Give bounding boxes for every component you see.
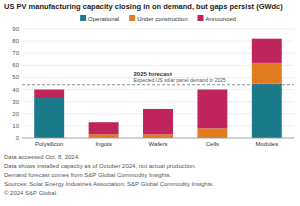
y-tick-label: 80 [12,38,19,44]
bars [34,39,282,138]
y-tick-label: 40 [12,87,19,93]
bar-segment [252,39,282,63]
footnotes: Data accessed Oct. 8, 2024. Data shows in… [4,154,214,196]
reference-label: 2025 forecast [134,71,172,77]
title-line: US PV manufacturing capacity closing in … [4,2,283,11]
bar-segment [197,128,227,138]
y-tick-label: 0 [16,135,20,141]
legend-label: Announced [206,16,236,22]
legend-swatch [198,15,204,21]
y-tick-label: 90 [12,26,19,32]
grid [22,29,294,138]
bar-segment [34,90,64,98]
x-tick-label: Wafers [149,141,168,147]
legend-item: Operational [80,15,119,22]
y-tick-label: 60 [12,62,19,68]
footnote: © 2024 S&P Global. [4,190,58,196]
bar-segment [89,134,119,138]
y-axis: 0 10 20 30 40 50 60 70 80 90 [12,26,19,141]
title: US PV manufacturing capacity closing in … [4,2,283,11]
legend-item: Announced [198,15,236,22]
grid-line [22,29,294,30]
legend-label: Under construction [137,16,187,22]
grid-line [22,138,294,139]
x-axis: Polysilicon Ingots Wafers Cells Modules [35,141,278,147]
reference-line [22,84,294,85]
bar-segment [89,122,119,134]
y-tick-label: 50 [12,74,19,80]
x-tick-label: Ingots [95,141,111,147]
bar-segment [34,98,64,138]
x-tick-label: Polysilicon [35,141,63,147]
legend-swatch [80,15,86,21]
reference-note: Expected US solar panel demand in 2025 [134,77,227,83]
footnote: Data shows installed capacity as of Octo… [4,163,196,169]
x-axis-line [22,138,294,139]
x-tick-label: Cells [206,141,219,147]
legend-swatch [129,15,135,21]
footnote: Demand forecast comes from S&P Global Co… [4,172,172,178]
legend: Operational Under construction Announced [80,15,236,22]
bar-segment [197,90,227,129]
footnote: Sources: Solar Energy Industries Associa… [4,181,214,187]
y-tick-label: 10 [12,123,19,129]
chart: US PV manufacturing capacity closing in … [0,0,300,206]
legend-label: Operational [88,16,119,22]
bar-segment [143,134,173,138]
x-tick-label: Modules [255,141,278,147]
y-tick-label: 30 [12,99,19,105]
bar-segment [252,63,282,84]
bar-segment [252,84,282,139]
y-tick-label: 20 [12,111,19,117]
bar-segment [143,109,173,134]
legend-item: Under construction [129,15,187,22]
y-tick-label: 70 [12,50,19,56]
footnote: Data accessed Oct. 8, 2024. [4,154,80,160]
